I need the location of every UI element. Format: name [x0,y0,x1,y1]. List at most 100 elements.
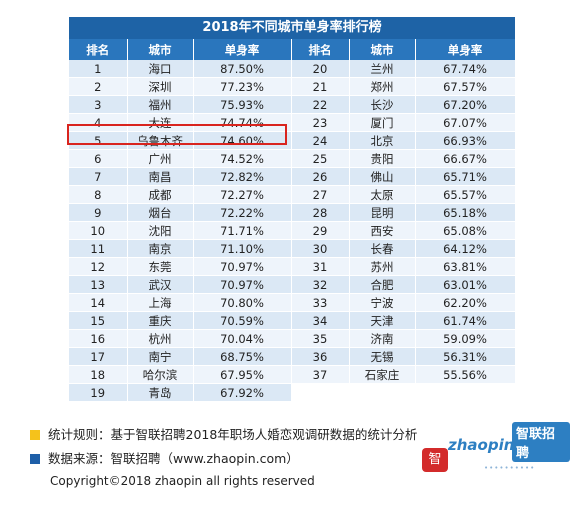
cell-rate-right [415,383,516,402]
cell-rank-right: 30 [291,239,350,258]
cell-city-left: 上海 [127,293,194,312]
cell-city-left: 成都 [127,185,194,204]
cell-rank-left: 6 [69,149,128,168]
legend-rule-text: 统计规则：基于智联招聘2018年职场人婚恋观调研数据的统计分析 [48,427,418,442]
cell-city-left: 南宁 [127,347,194,366]
cell-city-right: 苏州 [349,257,416,276]
copyright-text: Copyright©2018 zhaopin all rights reserv… [50,474,315,488]
legend-source: 数据来源：智联招聘（www.zhaopin.com） [30,448,299,467]
cell-rank-right: 26 [291,167,350,186]
cell-rank-right: 20 [291,60,350,78]
header-rank-left: 排名 [69,39,128,60]
table-row: 13 武汉 70.97% 32 合肥 63.01% [69,275,516,294]
cell-rate-left: 72.82% [193,167,292,186]
cell-city-left: 南昌 [127,167,194,186]
header-city-left: 城市 [127,39,194,60]
cell-city-right: 宁波 [349,293,416,312]
cell-rank-right: 33 [291,293,350,312]
cell-rate-right: 66.93% [415,131,516,150]
header-rate-left: 单身率 [193,39,292,60]
legend-source-text: 数据来源：智联招聘（www.zhaopin.com） [48,451,299,466]
cell-rate-right: 65.08% [415,221,516,240]
cell-rate-left: 72.22% [193,203,292,222]
cell-rate-left: 74.74% [193,113,292,132]
header-rank-right: 排名 [291,39,350,60]
cell-rate-right: 61.74% [415,311,516,330]
cell-rate-right: 64.12% [415,239,516,258]
cell-city-left: 烟台 [127,203,194,222]
cell-city-right: 佛山 [349,167,416,186]
table-row: 2 深圳 77.23% 21 郑州 67.57% [69,77,516,96]
cell-rank-right: 32 [291,275,350,294]
cell-rank-right: 25 [291,149,350,168]
cell-city-right: 厦门 [349,113,416,132]
cell-rate-left: 87.50% [193,60,292,78]
table-header-row: 排名 城市 单身率 排名 城市 单身率 [69,39,516,60]
cell-rank-right: 21 [291,77,350,96]
cell-rank-left: 16 [69,329,128,348]
cell-rank-right: 28 [291,203,350,222]
cell-rank-right: 37 [291,365,350,384]
cell-rank-right: 31 [291,257,350,276]
table-row: 11 南京 71.10% 30 长春 64.12% [69,239,516,258]
cell-rate-right: 66.67% [415,149,516,168]
cell-city-right: 贵阳 [349,149,416,168]
cell-rank-left: 18 [69,365,128,384]
table-body: 1 海口 87.50% 20 兰州 67.74% 2 深圳 77.23% 21 郑州 67.57% 3 福… [69,60,516,402]
table-title: 2018年不同城市单身率排行榜 [69,17,515,39]
cell-city-right: 太原 [349,185,416,204]
cell-rank-left: 2 [69,77,128,96]
table-row: 3 福州 75.93% 22 长沙 67.20% [69,95,516,114]
cell-rate-left: 70.97% [193,275,292,294]
cell-rank-right: 35 [291,329,350,348]
cell-rank-right: 23 [291,113,350,132]
cell-rate-right: 65.18% [415,203,516,222]
cell-rate-left: 70.97% [193,257,292,276]
logo-stamp-icon: 智 [422,448,448,472]
cell-rank-left: 12 [69,257,128,276]
table-row: 17 南宁 68.75% 36 无锡 56.31% [69,347,516,366]
cell-rate-right: 67.74% [415,60,516,78]
cell-city-right: 北京 [349,131,416,150]
cell-rank-right: 29 [291,221,350,240]
cell-rank-right: 24 [291,131,350,150]
table-row: 14 上海 70.80% 33 宁波 62.20% [69,293,516,312]
cell-rate-right: 65.71% [415,167,516,186]
cell-rate-left: 72.27% [193,185,292,204]
cell-city-right: 合肥 [349,275,416,294]
cell-rank-left: 13 [69,275,128,294]
cell-city-right: 昆明 [349,203,416,222]
cell-rate-right: 63.01% [415,275,516,294]
table-row: 10 沈阳 71.71% 29 西安 65.08% [69,221,516,240]
header-city-right: 城市 [349,39,416,60]
cell-rate-left: 71.10% [193,239,292,258]
zhaopin-logo: 智 zhaopin.com 智联招聘 •••••••••• [420,420,570,480]
cell-city-left: 大连 [127,113,194,132]
cell-rate-right: 62.20% [415,293,516,312]
cell-city-left: 乌鲁木齐 [127,131,194,150]
cell-rank-left: 10 [69,221,128,240]
cell-city-left: 重庆 [127,311,194,330]
table-row: 19 青岛 67.92% [69,383,516,402]
cell-rank-left: 7 [69,167,128,186]
cell-rate-right: 56.31% [415,347,516,366]
cell-city-right: 郑州 [349,77,416,96]
cell-city-left: 海口 [127,60,194,78]
cell-city-left: 南京 [127,239,194,258]
cell-city-left: 深圳 [127,77,194,96]
table-row: 6 广州 74.52% 25 贵阳 66.67% [69,149,516,168]
cell-rate-left: 75.93% [193,95,292,114]
cell-rate-left: 77.23% [193,77,292,96]
cell-rate-left: 71.71% [193,221,292,240]
cell-city-right: 无锡 [349,347,416,366]
legend-rule-swatch [30,430,40,440]
legend-source-swatch [30,454,40,464]
cell-rank-right [291,383,350,402]
cell-rank-left: 17 [69,347,128,366]
table-row: 16 杭州 70.04% 35 济南 59.09% [69,329,516,348]
cell-rate-left: 70.80% [193,293,292,312]
cell-rank-right: 36 [291,347,350,366]
cell-rank-left: 19 [69,383,128,402]
cell-city-right: 西安 [349,221,416,240]
cell-rate-right: 55.56% [415,365,516,384]
